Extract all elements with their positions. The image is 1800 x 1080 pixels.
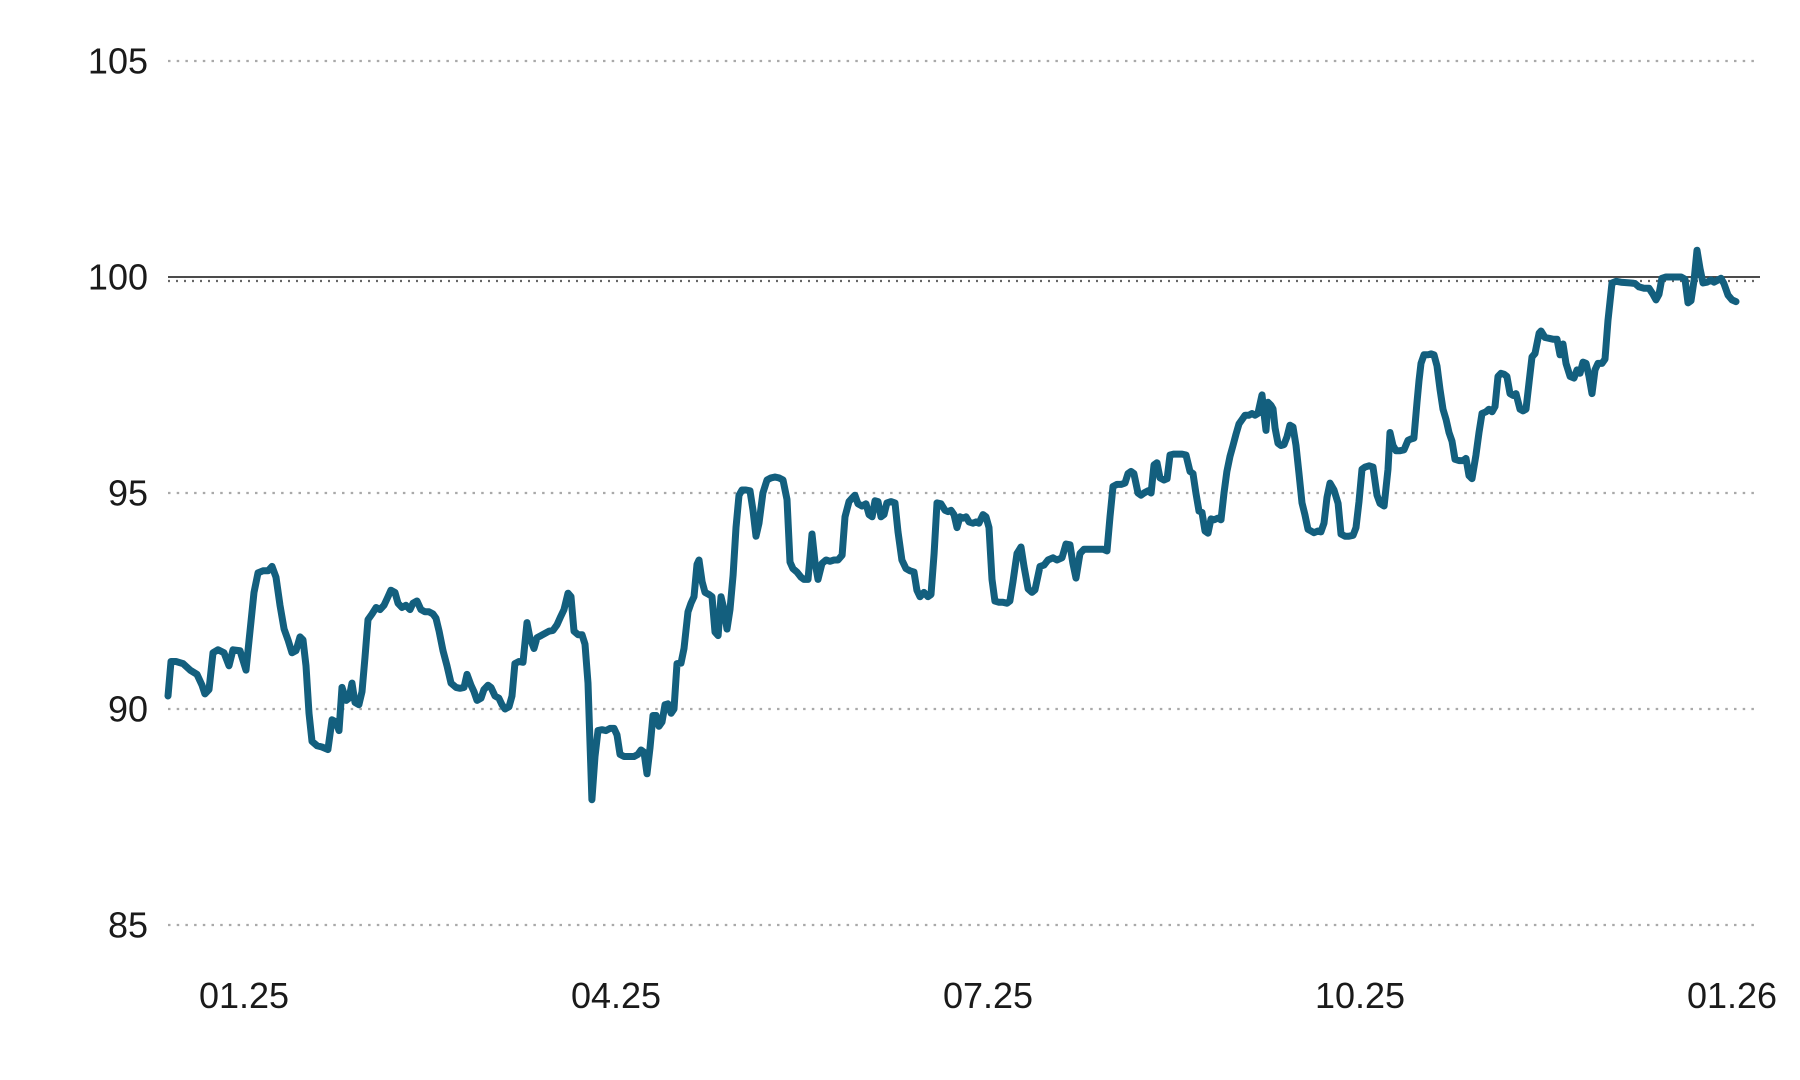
x-axis-label-07.25: 07.25 <box>943 975 1033 1016</box>
y-axis-label-100: 100 <box>88 257 148 298</box>
y-axis-label-95: 95 <box>108 473 148 514</box>
x-axis-label-10.25: 10.25 <box>1315 975 1405 1016</box>
y-axis-label-90: 90 <box>108 689 148 730</box>
x-axis-label-04.25: 04.25 <box>571 975 661 1016</box>
x-axis-label-01.25: 01.25 <box>199 975 289 1016</box>
y-axis-label-85: 85 <box>108 905 148 946</box>
x-axis-label-01.26: 01.26 <box>1687 975 1777 1016</box>
series-line-indexed-value-base-100 <box>164 246 1740 804</box>
y-axis-label-105: 105 <box>88 41 148 82</box>
